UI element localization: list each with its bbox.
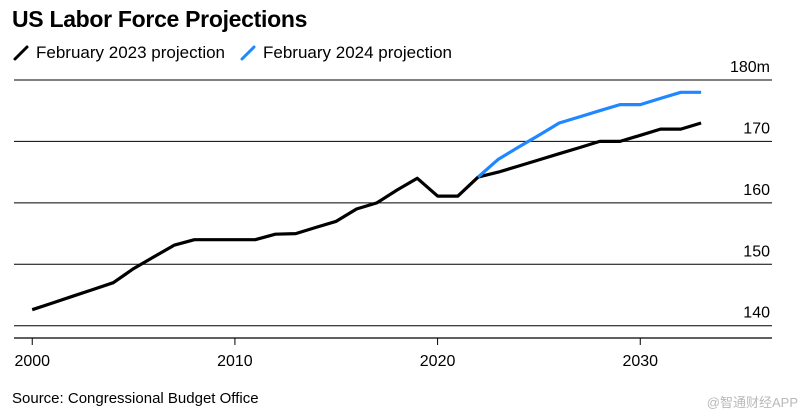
series-lines (31, 90, 702, 312)
y-tick-label-170: 170 (743, 120, 770, 137)
y-tick-label-140: 140 (743, 305, 770, 322)
source-note: Source: Congressional Budget Office (12, 390, 259, 407)
x-tick-label-2030: 2030 (622, 353, 658, 370)
legend-item-2023: February 2023 projection (12, 43, 225, 63)
x-tick-label-2010: 2010 (217, 353, 253, 370)
series-line-0 (31, 121, 702, 312)
legend-item-2024: February 2024 projection (239, 43, 452, 63)
y-tick-label-150: 150 (743, 243, 770, 260)
legend-label-2023: February 2023 projection (36, 43, 226, 62)
chart-title: US Labor Force Projections (12, 6, 308, 32)
series-line-1 (477, 90, 702, 179)
legend-label-2024: February 2024 projection (263, 43, 453, 62)
gridlines (14, 79, 772, 327)
y-tick-label-160: 160 (743, 182, 770, 199)
legend-swatch-2024 (240, 45, 256, 61)
x-tick-label-2000: 2000 (14, 353, 50, 370)
axes: 140 150 160 170 180m 2000 2010 2020 2030 (14, 59, 772, 370)
x-tick-label-2020: 2020 (420, 353, 456, 370)
y-tick-label-180: 180m (730, 59, 770, 76)
watermark: @智通财经APP (706, 395, 798, 410)
legend-swatch-2023 (13, 45, 29, 61)
chart-legend: February 2023 projection February 2024 p… (12, 42, 466, 64)
